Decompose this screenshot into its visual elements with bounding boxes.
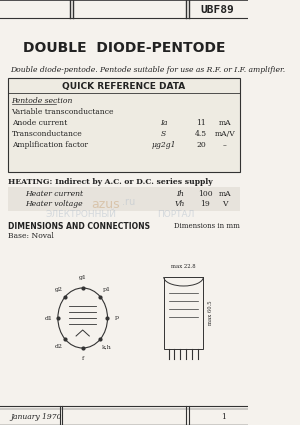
Text: 100: 100 bbox=[198, 190, 212, 198]
Text: Anode current: Anode current bbox=[12, 119, 67, 127]
Text: mA/V: mA/V bbox=[214, 130, 235, 138]
Text: k,h: k,h bbox=[102, 345, 112, 349]
Text: .ru: .ru bbox=[122, 197, 136, 207]
Text: max 60.5: max 60.5 bbox=[208, 301, 212, 325]
Text: Transconductance: Transconductance bbox=[12, 130, 82, 138]
Text: Amplification factor: Amplification factor bbox=[12, 141, 88, 149]
Text: Double diode-pentode. Pentode suitable for use as R.F. or I.F. amplifier.: Double diode-pentode. Pentode suitable f… bbox=[10, 66, 285, 74]
Text: ПОРТАЛ: ПОРТАЛ bbox=[157, 210, 194, 218]
Text: –: – bbox=[223, 141, 227, 149]
Text: d2: d2 bbox=[55, 345, 63, 349]
Text: UBF89: UBF89 bbox=[201, 5, 234, 15]
Text: 20: 20 bbox=[196, 141, 206, 149]
Text: DOUBLE  DIODE-PENTODE: DOUBLE DIODE-PENTODE bbox=[23, 41, 225, 55]
Text: DIMENSIONS AND CONNECTIONS: DIMENSIONS AND CONNECTIONS bbox=[8, 221, 150, 230]
Text: p1: p1 bbox=[103, 286, 111, 292]
Text: Variable transconductance: Variable transconductance bbox=[12, 108, 114, 116]
Text: S: S bbox=[161, 130, 167, 138]
Text: μg2g1: μg2g1 bbox=[152, 141, 176, 149]
Text: Ia: Ia bbox=[160, 119, 167, 127]
Bar bbox=[164, 277, 203, 349]
Text: azus: azus bbox=[91, 198, 120, 210]
Text: p: p bbox=[115, 315, 119, 320]
Text: mA: mA bbox=[219, 119, 231, 127]
Text: mA: mA bbox=[219, 190, 231, 198]
Text: 1: 1 bbox=[221, 413, 226, 421]
Text: Heater voltage: Heater voltage bbox=[25, 200, 82, 208]
Bar bbox=[8, 187, 240, 211]
Text: g2: g2 bbox=[55, 286, 63, 292]
Text: Pentode section: Pentode section bbox=[12, 97, 73, 105]
Text: HEATING: Indirect by A.C. or D.C. series supply: HEATING: Indirect by A.C. or D.C. series… bbox=[8, 178, 213, 186]
Text: January 1970: January 1970 bbox=[10, 413, 61, 421]
Text: g1: g1 bbox=[79, 275, 87, 280]
Text: Ih: Ih bbox=[176, 190, 184, 198]
Text: Vh: Vh bbox=[175, 200, 185, 208]
Bar bbox=[8, 78, 240, 172]
Text: V: V bbox=[222, 200, 228, 208]
Text: Base: Noval: Base: Noval bbox=[8, 232, 54, 240]
Text: d1: d1 bbox=[45, 315, 53, 320]
Text: f: f bbox=[82, 357, 84, 362]
Text: max 22.8: max 22.8 bbox=[171, 264, 196, 269]
Text: 11: 11 bbox=[196, 119, 206, 127]
Text: QUICK REFERENCE DATA: QUICK REFERENCE DATA bbox=[62, 82, 186, 91]
Text: Heater current: Heater current bbox=[25, 190, 83, 198]
Text: 19: 19 bbox=[200, 200, 210, 208]
Text: ЭЛЕКТРОННЫЙ: ЭЛЕКТРОННЫЙ bbox=[46, 210, 116, 218]
Text: 4.5: 4.5 bbox=[195, 130, 207, 138]
Text: Dimensions in mm: Dimensions in mm bbox=[174, 222, 240, 230]
